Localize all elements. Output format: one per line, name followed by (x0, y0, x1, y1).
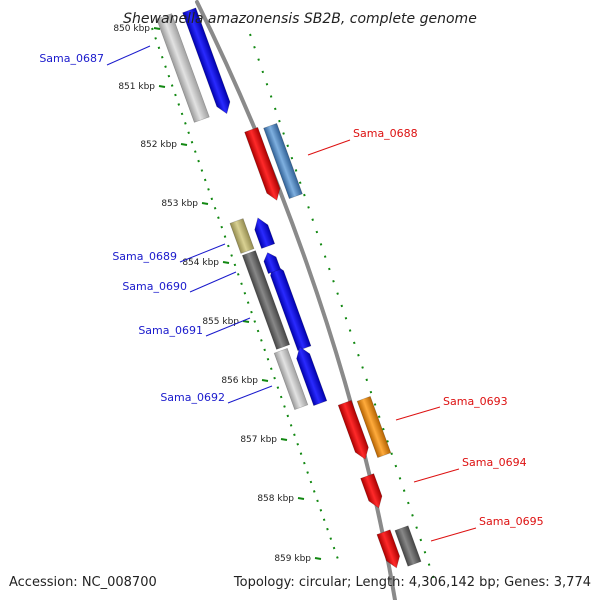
genome-title: Shewanella amazonensis SB2B, complete ge… (123, 11, 477, 27)
kbp-label: 855 kbp (202, 317, 239, 327)
gene-feature[interactable] (251, 216, 276, 249)
gene-feature[interactable] (229, 218, 255, 254)
gene-features (156, 7, 422, 570)
gene-feature[interactable] (241, 250, 291, 350)
kbp-tick (180, 143, 188, 146)
gene-feature[interactable] (356, 396, 392, 458)
kbp-label: 850 kbp (113, 24, 150, 34)
kbp-label: 858 kbp (257, 494, 294, 504)
genome-backbone (195, 0, 397, 600)
kbp-tick (297, 497, 305, 500)
kbp-tick (222, 261, 230, 264)
gene-feature[interactable] (182, 7, 234, 116)
gene-feature[interactable] (394, 525, 422, 567)
gene-label[interactable]: Sama_0688 (353, 127, 418, 140)
gene-label[interactable]: Sama_0694 (462, 456, 527, 469)
gene-feature[interactable] (156, 13, 210, 123)
kbp-tick (242, 320, 250, 323)
gene-feature[interactable] (263, 122, 303, 200)
gene-label[interactable]: Sama_0692 (160, 391, 225, 404)
gene-leader-line (227, 385, 273, 404)
kbp-tick (153, 27, 161, 30)
gene-leader-line (413, 468, 460, 483)
gene-label[interactable]: Sama_0687 (39, 52, 104, 65)
kbp-tick (314, 557, 322, 560)
gene-leader-line (189, 271, 237, 293)
kbp-tick (158, 85, 166, 88)
gene-leader-line (205, 317, 251, 337)
kbp-labels: 850 kbp 851 kbp 852 kbp 853 kbp 854 kbp 855 k… (113, 24, 322, 564)
kbp-label: 857 kbp (240, 435, 277, 445)
kbp-label: 853 kbp (161, 199, 198, 209)
gene-label[interactable]: Sama_0691 (138, 324, 203, 337)
kbp-tick (261, 379, 269, 382)
accession-label: Accession: NC_008700 (9, 575, 157, 590)
kbp-tick (280, 438, 288, 441)
kbp-label: 852 kbp (140, 140, 177, 150)
kbp-tick (201, 202, 209, 205)
gene-feature[interactable] (293, 344, 328, 406)
gene-leader-line (395, 406, 441, 421)
kbp-label: 859 kbp (274, 554, 311, 564)
gene-feature[interactable] (261, 250, 281, 275)
gene-labels: Sama_0687 Sama_0688 Sama_0689 Sama_0690 Sama… (39, 45, 544, 542)
gene-label[interactable]: Sama_0690 (122, 280, 187, 293)
gene-leader-line (307, 139, 351, 156)
gene-feature[interactable] (337, 400, 372, 461)
gene-feature[interactable] (273, 348, 309, 410)
gene-label[interactable]: Sama_0689 (112, 250, 177, 263)
kbp-label: 854 kbp (182, 258, 219, 268)
gene-leader-line (430, 527, 477, 542)
genome-summary: Topology: circular; Length: 4,306,142 bp… (233, 575, 591, 590)
gene-leader-line (106, 45, 151, 66)
gene-feature[interactable] (244, 126, 284, 202)
kbp-label: 856 kbp (221, 376, 258, 386)
gene-leader-line (179, 243, 226, 263)
gene-feature[interactable] (376, 529, 403, 570)
gene-label[interactable]: Sama_0693 (443, 395, 508, 408)
kbp-label: 851 kbp (118, 82, 155, 92)
gene-feature[interactable] (360, 473, 386, 511)
gene-label[interactable]: Sama_0695 (479, 515, 544, 528)
